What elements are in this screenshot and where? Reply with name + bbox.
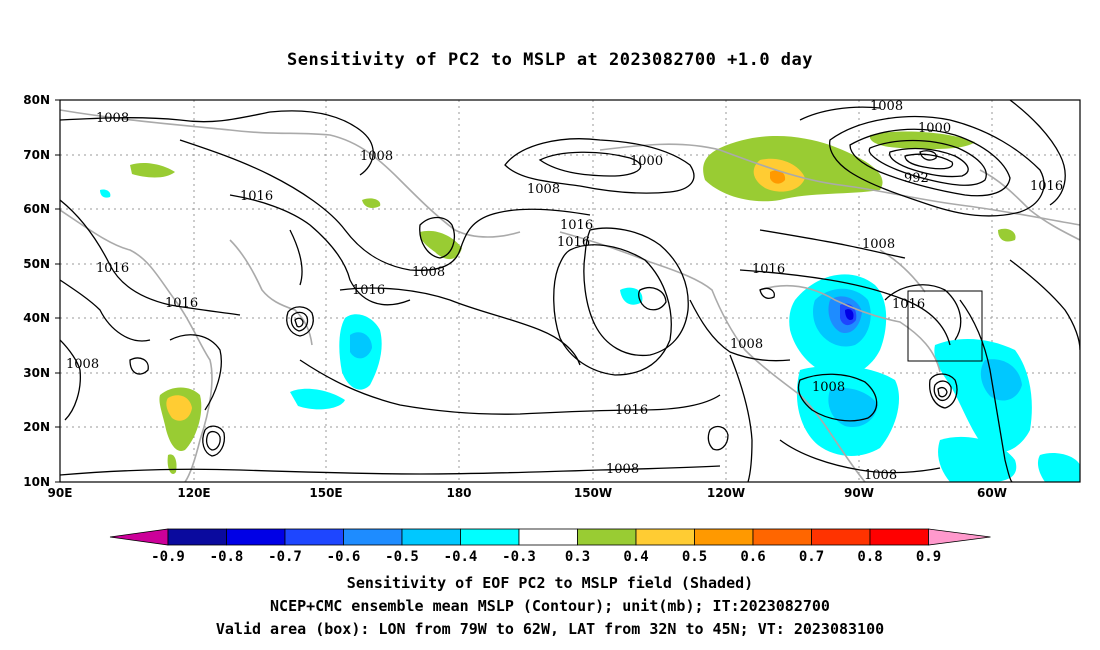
lon-label: 180 [446, 486, 471, 500]
colorbar-labels: -0.9 -0.8 -0.7 -0.6 -0.5 -0.4 -0.3 0.3 0.4 0.5 0.6… [151, 549, 941, 565]
colorbar-swatch [401, 528, 461, 546]
lon-label: 60W [977, 486, 1007, 500]
contour-label-group: 1008 1008 1016 1016 1016 1008 1008 1008 … [66, 99, 1063, 483]
lat-label: 10N [23, 475, 50, 489]
colorbar-swatch [635, 528, 695, 546]
colorbar-swatch [811, 528, 871, 546]
colorbar-swatch [752, 528, 812, 546]
contour-label: 1008 [606, 462, 639, 477]
lon-label: 120W [707, 486, 745, 500]
lat-label: 80N [23, 93, 50, 107]
colorbar-swatch [226, 528, 286, 546]
colorbar-label: 0.5 [682, 549, 707, 565]
colorbar-swatch [460, 528, 520, 546]
lon-label: 120E [177, 486, 210, 500]
colorbar-label: -0.7 [268, 549, 302, 565]
lon-label: 150E [309, 486, 342, 500]
lat-label: 20N [23, 420, 50, 434]
colorbar-high-end [928, 528, 991, 546]
colorbar-label: -0.6 [327, 549, 361, 565]
contour-label: 1016 [352, 283, 385, 298]
colorbar-label: -0.4 [444, 549, 478, 565]
colorbar-label: 0.8 [857, 549, 882, 565]
colorbar-swatch [694, 528, 754, 546]
grid-lines [60, 100, 1080, 482]
contour-label: 992 [904, 171, 929, 186]
lat-label: 50N [23, 257, 50, 271]
colorbar-low-end [109, 528, 169, 546]
contour-label: 1016 [752, 262, 785, 277]
colorbar-label: -0.8 [210, 549, 244, 565]
contour-label: 1008 [870, 99, 903, 114]
contour-label: 1016 [1030, 179, 1063, 194]
colorbar-swatch [869, 528, 929, 546]
contour-label: 1008 [812, 380, 845, 395]
colorbar-label: -0.3 [502, 549, 536, 565]
contour-label: 1000 [918, 121, 951, 136]
colorbar-swatch [343, 528, 403, 546]
sensitivity-shading [100, 131, 1080, 482]
colorbar-label: -0.5 [385, 549, 419, 565]
footer-line-1: Sensitivity of EOF PC2 to MSLP field (Sh… [346, 574, 754, 592]
contour-label: 1016 [165, 296, 198, 311]
contour-label: 1008 [527, 182, 560, 197]
lat-label: 60N [23, 202, 50, 216]
contour-label: 1008 [730, 337, 763, 352]
mslp-contours [60, 100, 1080, 482]
lon-label: 150W [574, 486, 612, 500]
colorbar-swatch [284, 528, 344, 546]
lon-label: 90W [844, 486, 874, 500]
footer-line-2: NCEP+CMC ensemble mean MSLP (Contour); u… [270, 597, 830, 615]
lat-label: 40N [23, 311, 50, 325]
lat-label: 70N [23, 148, 50, 162]
contour-label: 1016 [615, 403, 648, 418]
contour-label: 1008 [66, 357, 99, 372]
contour-label: 1000 [630, 154, 663, 169]
colorbar-label: 0.7 [799, 549, 824, 565]
contour-label: 1008 [864, 468, 897, 483]
plot-frame [59, 99, 1081, 483]
contour-label: 1008 [412, 265, 445, 280]
contour-label: 1008 [360, 149, 393, 164]
colorbar-label: 0.4 [623, 549, 648, 565]
lat-label: 30N [23, 366, 50, 380]
contour-label: 1016 [96, 261, 129, 276]
contour-label: 1016 [557, 235, 590, 250]
contour-label: 1016 [240, 189, 273, 204]
colorbar-label: -0.9 [151, 549, 185, 565]
lon-label: 90E [48, 486, 73, 500]
contour-label: 1016 [560, 218, 593, 233]
contour-label: 1008 [96, 111, 129, 126]
colorbar-label: 0.6 [740, 549, 765, 565]
coastlines [60, 109, 1080, 482]
colorbar [109, 528, 991, 546]
colorbar-label: 0.9 [916, 549, 941, 565]
colorbar-swatch [577, 528, 637, 546]
colorbar-label: 0.3 [565, 549, 590, 565]
colorbar-swatch [167, 528, 227, 546]
footer-line-3: Valid area (box): LON from 79W to 62W, L… [215, 620, 885, 638]
colorbar-swatch [518, 528, 578, 546]
map-title: Sensitivity of PC2 to MSLP at 2023082700… [286, 50, 813, 70]
contour-label: 1016 [892, 297, 925, 312]
valid-area-box [907, 290, 983, 362]
contour-label: 1008 [862, 237, 895, 252]
